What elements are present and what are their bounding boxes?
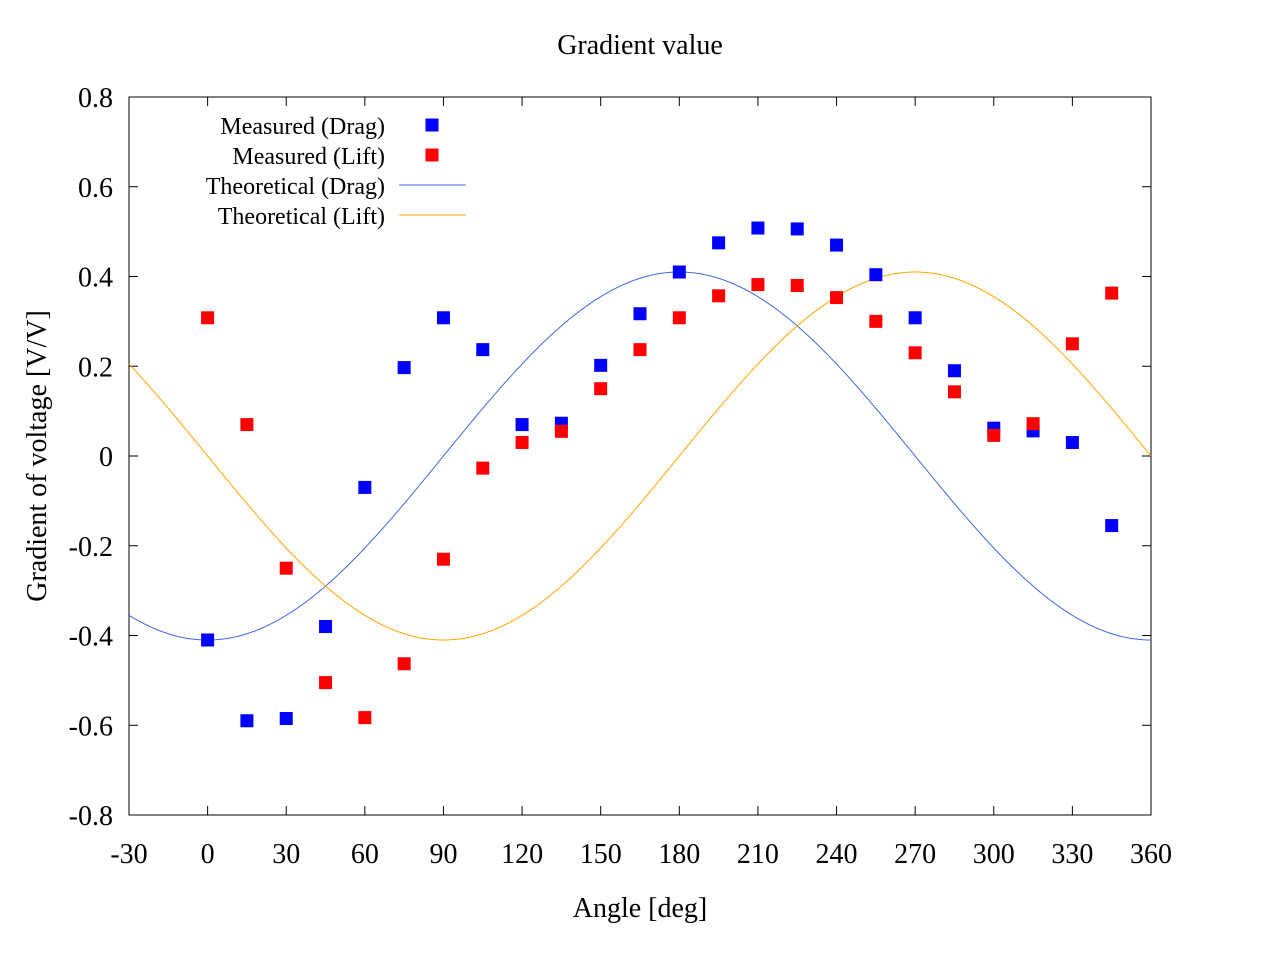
data-point [633, 307, 647, 321]
legend-marker [425, 148, 439, 162]
data-point [751, 278, 765, 292]
data-point [1105, 286, 1119, 300]
data-point [201, 311, 215, 325]
y-tick-label: -0.8 [69, 801, 113, 832]
data-point [751, 221, 765, 235]
legend: Measured (Drag) Measured (Lift) Theoretica… [206, 114, 466, 230]
data-point [1065, 436, 1079, 450]
x-tick-label: 120 [501, 839, 543, 870]
y-tick-label: -0.2 [69, 532, 113, 563]
chart-title: Gradient value [557, 30, 723, 61]
data-point [554, 424, 568, 438]
x-tick-label: -30 [110, 839, 147, 870]
y-tick-label: -0.4 [69, 622, 113, 653]
legend-marker [425, 118, 439, 132]
x-tick-label: 210 [737, 839, 779, 870]
y-tick-label: 0.6 [78, 173, 113, 204]
data-point [279, 561, 293, 575]
data-point [830, 291, 844, 305]
legend-label: Measured (Drag) [220, 114, 385, 140]
data-point [987, 428, 1001, 442]
y-tick-label: -0.6 [69, 711, 113, 742]
data-point [908, 346, 922, 360]
data-point [869, 268, 883, 282]
measured-points [201, 221, 1119, 728]
x-tick-label: 150 [580, 839, 622, 870]
legend-label: Theoretical (Drag) [206, 174, 385, 200]
data-point [633, 343, 647, 357]
data-point [515, 418, 529, 432]
x-tick-label: 0 [201, 839, 215, 870]
x-tick-label: 270 [894, 839, 936, 870]
legend-label: Measured (Lift) [232, 144, 385, 170]
x-tick-label: 300 [973, 839, 1015, 870]
series-line-4 [128, 271, 1152, 641]
x-tick-label: 30 [272, 839, 300, 870]
data-point [790, 222, 804, 236]
x-tick-label: 240 [816, 839, 858, 870]
data-point [672, 311, 686, 325]
data-point [358, 711, 372, 725]
data-point [476, 461, 490, 475]
x-tick-label: 330 [1051, 839, 1093, 870]
data-point [947, 364, 961, 378]
data-point [712, 289, 726, 303]
y-tick-label: 0.2 [78, 352, 113, 383]
data-point [515, 436, 529, 450]
data-point [1065, 337, 1079, 351]
data-point [240, 714, 254, 728]
data-point [908, 311, 922, 325]
data-point [830, 238, 844, 252]
data-point [397, 361, 411, 375]
data-point [1105, 519, 1119, 533]
data-point [397, 657, 411, 671]
x-tick-label: 360 [1130, 839, 1172, 870]
y-tick-label: 0 [99, 442, 113, 473]
y-axis-label: Gradient of voltage [V/V] [22, 310, 53, 602]
data-point [279, 712, 293, 726]
y-tick-label: 0.4 [78, 263, 113, 294]
data-point [358, 480, 372, 494]
x-tick-label: 90 [429, 839, 457, 870]
theory-lines [128, 271, 1152, 641]
data-point [1026, 417, 1040, 431]
data-point [790, 278, 804, 292]
data-point [240, 418, 254, 432]
x-axis-label: Angle [deg] [573, 893, 708, 924]
axis-ticks [128, 96, 1152, 816]
data-point [594, 382, 608, 396]
x-tick-label: 180 [658, 839, 700, 870]
axis-tick-labels: -30 0 30 60 90 120 150 180 210 240 270 300 330 360 -0.… [69, 83, 1172, 870]
data-point [594, 358, 608, 372]
data-point [672, 265, 686, 279]
x-tick-label: 60 [351, 839, 379, 870]
data-point [319, 620, 333, 634]
data-point [319, 676, 333, 690]
y-tick-label: 0.8 [78, 83, 113, 114]
data-point [476, 343, 490, 357]
series-line-3 [128, 271, 1152, 641]
legend-label: Theoretical (Lift) [218, 204, 385, 230]
data-point [436, 552, 450, 566]
data-point [201, 633, 215, 647]
data-point [436, 311, 450, 325]
data-point [869, 314, 883, 328]
data-point [712, 236, 726, 250]
data-point [947, 385, 961, 399]
